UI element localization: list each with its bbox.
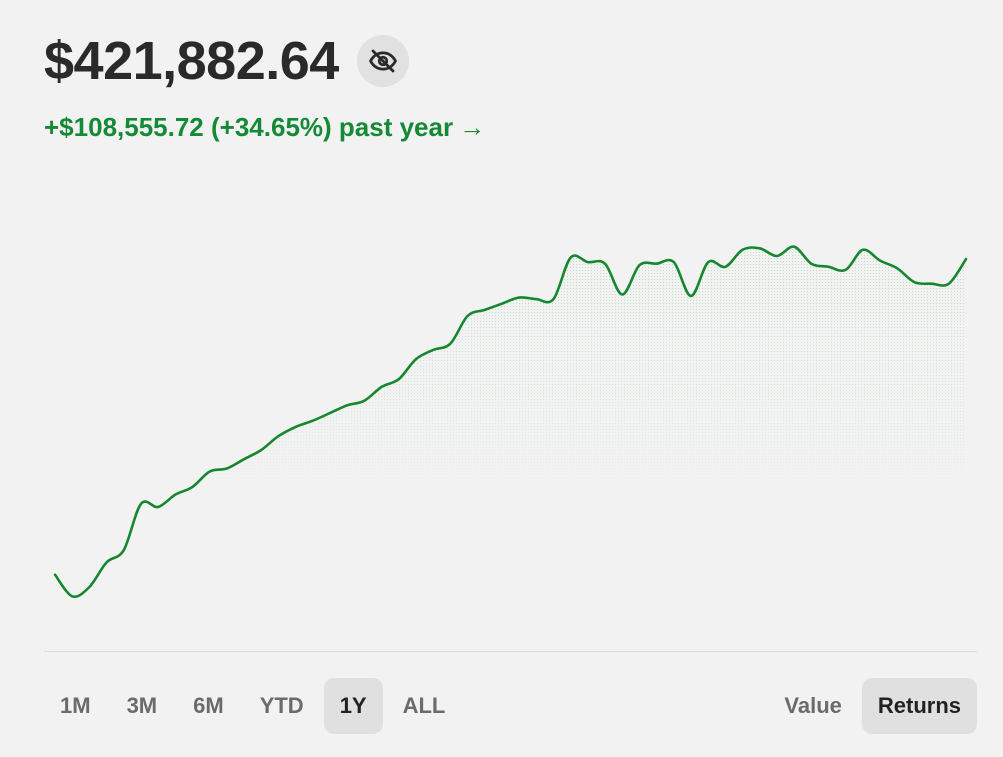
eye-off-icon: [368, 49, 397, 73]
range-button-1y[interactable]: 1Y: [323, 678, 383, 734]
past-year-change-text: +$108,555.72 (+34.65%) past year: [44, 112, 454, 142]
mode-button-returns[interactable]: Returns: [861, 678, 977, 734]
past-year-change-link[interactable]: +$108,555.72 (+34.65%) past year →: [44, 110, 485, 144]
hide-balance-button[interactable]: [356, 35, 409, 87]
chart-divider: [44, 651, 977, 652]
chart-mode-selector: Value Returns: [768, 678, 977, 734]
chart-series-line: [53, 245, 968, 599]
chart-area-fill: [55, 246, 966, 597]
time-range-selector: 1M 3M 6M YTD 1Y ALL: [44, 678, 461, 734]
balance-row: $421,882.64: [44, 30, 409, 92]
range-button-1m[interactable]: 1M: [60, 693, 91, 718]
mode-button-value[interactable]: Value: [784, 693, 842, 718]
range-button-all[interactable]: ALL: [402, 693, 446, 718]
range-button-3m[interactable]: 3M: [126, 693, 158, 718]
portfolio-balance: $421,882.64: [44, 31, 339, 91]
range-button-ytd[interactable]: YTD: [259, 693, 304, 718]
returns-chart: [53, 245, 968, 599]
arrow-right-icon: →: [459, 112, 486, 142]
range-button-6m[interactable]: 6M: [193, 693, 224, 718]
